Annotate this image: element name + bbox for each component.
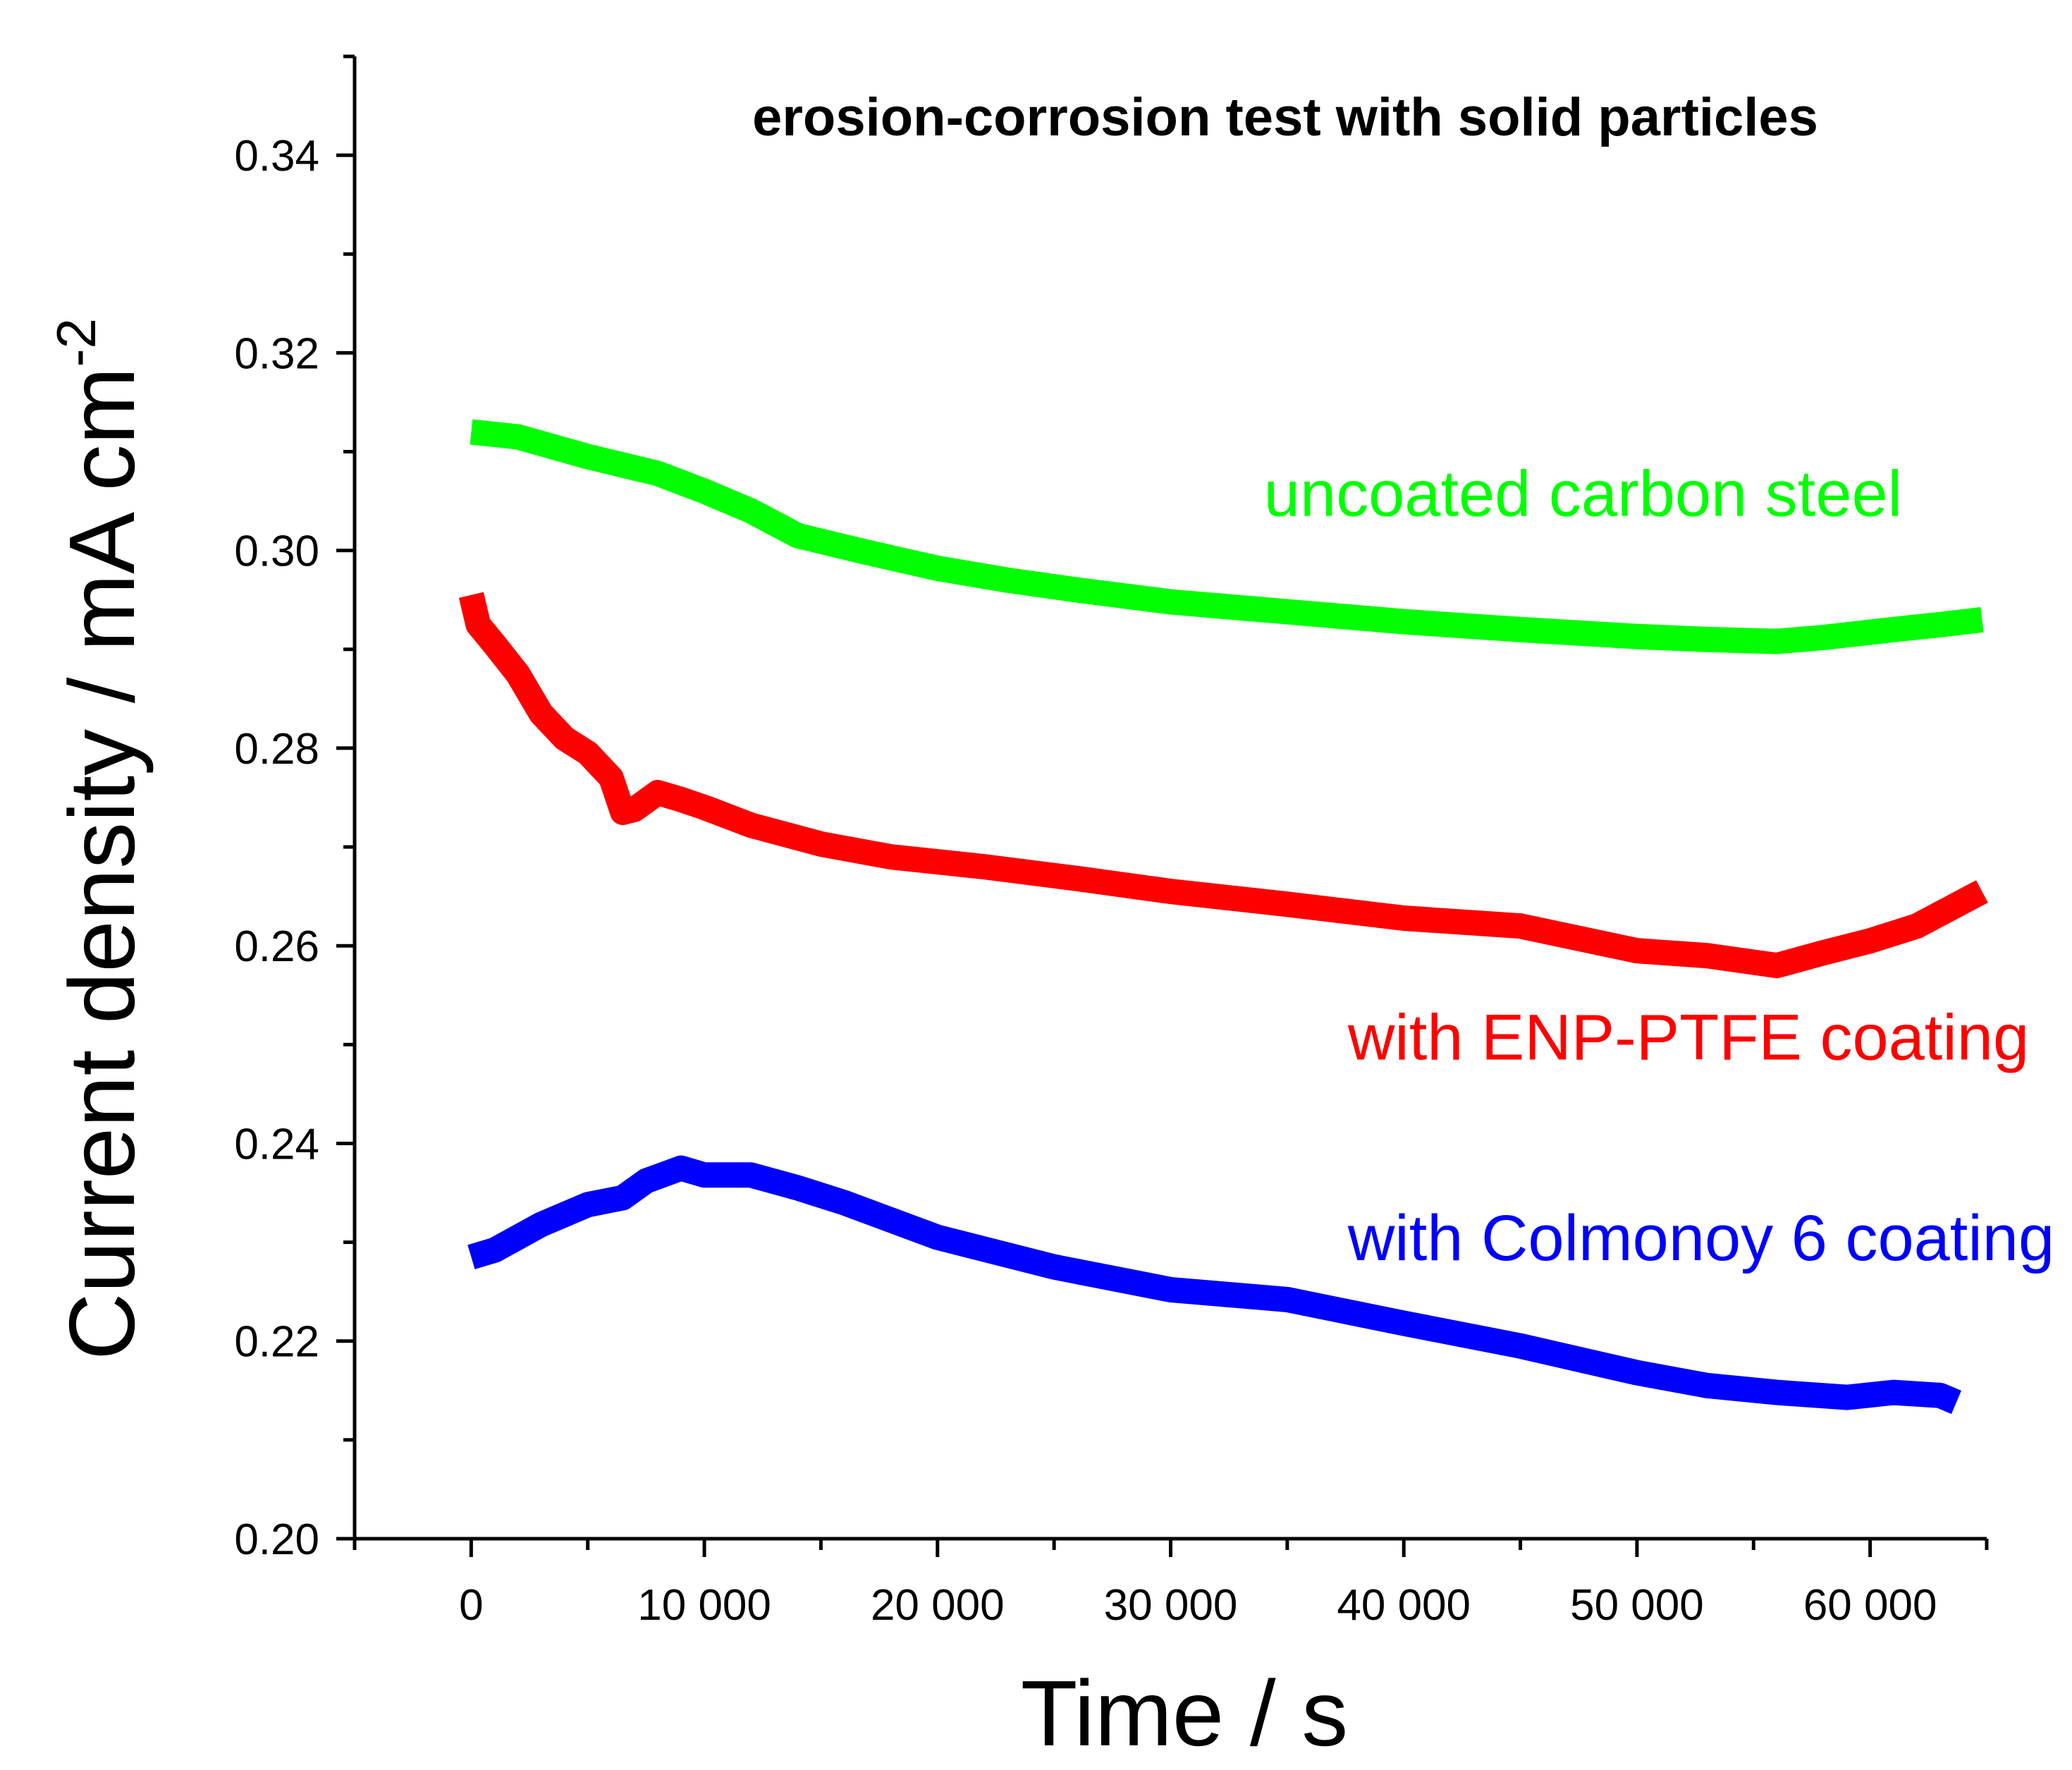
y-tick-label: 0.24: [234, 1120, 319, 1168]
series-line: [467, 1155, 1962, 1415]
y-tick-label: 0.32: [234, 329, 319, 378]
y-tick-label: 0.26: [234, 922, 319, 971]
series-layer: [458, 419, 1988, 1415]
y-axis-title-superscript: -2: [45, 318, 107, 367]
x-tick-label: 20 000: [871, 1581, 1005, 1630]
labels-layer: 0.20 0.22 0.24 0.26 0.28 0.30 0.32 0.34 0 10 000 2…: [234, 132, 2054, 1630]
y-tick-label: 0.30: [234, 527, 319, 576]
series-line: [470, 419, 1984, 654]
series-annotation: with Colmonoy 6 coating: [1347, 1202, 2054, 1274]
y-tick-label: 0.28: [234, 725, 319, 774]
series-3: [467, 1155, 1962, 1415]
series-1: [470, 419, 1984, 654]
x-tick-label: 30 000: [1104, 1581, 1238, 1630]
y-axis-title-text: Current density / mA cm: [50, 367, 154, 1360]
x-tick-label: 40 000: [1337, 1581, 1471, 1630]
x-tick-label: 10 000: [637, 1581, 771, 1630]
x-tick-label: 60 000: [1803, 1581, 1937, 1630]
y-axis-title: Current density / mA cm-2: [45, 318, 154, 1360]
chart-title: erosion-corrosion test with solid partic…: [752, 87, 1818, 147]
x-axis-title: Time / s: [1021, 1661, 1348, 1765]
series-annotation: with ENP-PTFE coating: [1347, 1001, 2029, 1073]
series-line: [458, 592, 1988, 979]
series-annotation: uncoated carbon steel: [1264, 458, 1902, 530]
series-2: [458, 592, 1988, 979]
y-tick-label: 0.34: [234, 132, 319, 181]
y-tick-label: 0.20: [234, 1515, 319, 1564]
axes-layer: [336, 54, 1989, 1557]
y-tick-label: 0.22: [234, 1318, 319, 1367]
x-tick-label: 0: [459, 1581, 483, 1630]
x-tick-label: 50 000: [1570, 1581, 1704, 1630]
